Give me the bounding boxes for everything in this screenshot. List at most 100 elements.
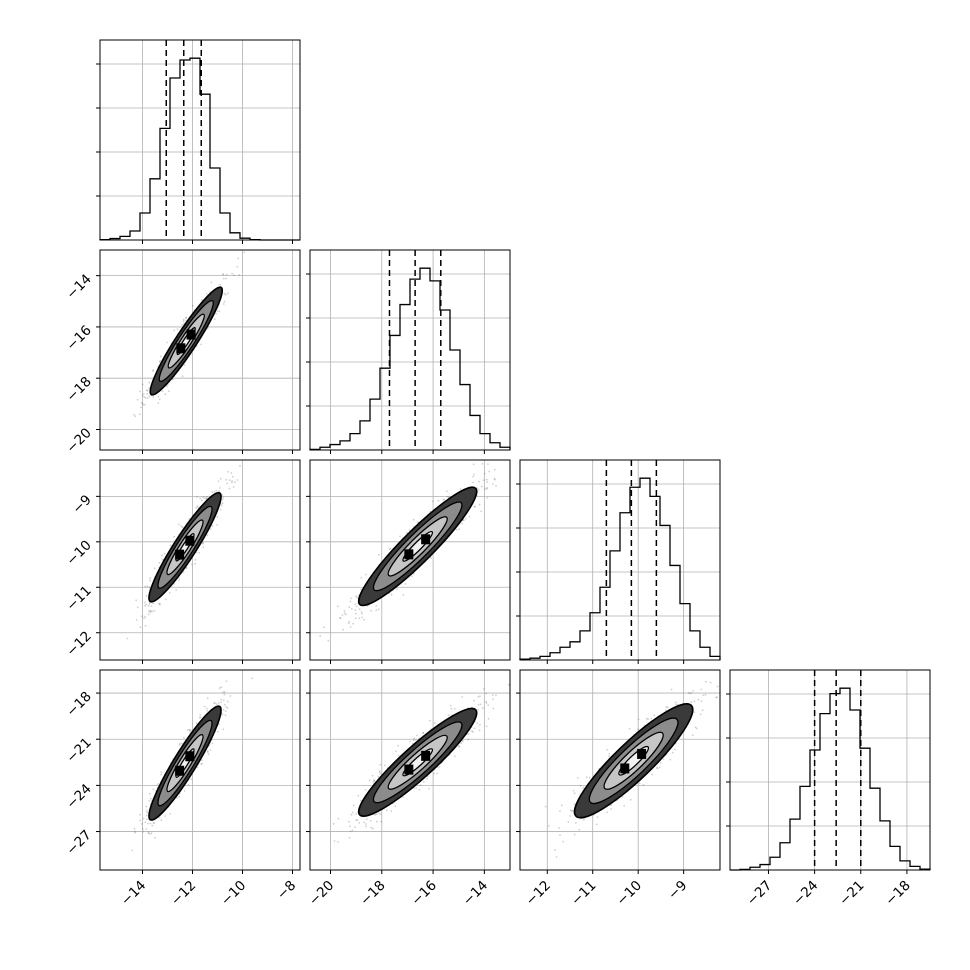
contour-line <box>166 733 204 793</box>
sample-point <box>354 609 357 611</box>
sample-point <box>159 355 162 358</box>
x-tick-label: −12 <box>168 878 199 909</box>
sample-point <box>332 822 335 825</box>
sample-point <box>443 498 446 501</box>
sample-point <box>139 626 142 629</box>
sample-point <box>201 542 204 545</box>
histogram-bin <box>640 478 650 660</box>
sample-point <box>360 799 362 802</box>
sample-point <box>237 257 240 260</box>
sample-point <box>355 612 357 615</box>
sample-point <box>478 480 480 483</box>
sample-point <box>188 728 191 731</box>
sample-point <box>157 395 160 398</box>
histogram-bin <box>360 421 370 450</box>
sample-point <box>446 490 448 492</box>
sample-point <box>187 784 190 786</box>
sample-point <box>148 387 151 390</box>
histogram-step <box>730 687 931 871</box>
sample-point <box>358 608 361 611</box>
x-tick-label: −14 <box>118 878 149 909</box>
histogram-panel-3 <box>726 669 931 871</box>
histogram-step <box>309 267 511 451</box>
sample-point <box>194 562 197 565</box>
x-tick-label: −18 <box>882 878 913 909</box>
sample-point <box>178 744 181 746</box>
sample-point <box>141 394 144 397</box>
sample-point <box>378 553 380 556</box>
sample-point <box>455 528 458 531</box>
sample-point <box>395 750 397 753</box>
panel-frame <box>519 459 721 661</box>
histogram-step <box>519 477 721 660</box>
sample-point <box>695 727 698 730</box>
sample-point <box>146 392 149 395</box>
sample-point <box>485 700 488 703</box>
sample-point <box>354 603 356 606</box>
sample-point <box>219 477 222 480</box>
sample-point <box>145 805 148 808</box>
sample-point <box>158 561 161 564</box>
sample-point <box>140 615 143 618</box>
sample-point <box>548 825 550 827</box>
sample-point <box>149 822 152 825</box>
sample-point <box>209 749 212 751</box>
sample-point <box>349 600 352 603</box>
sample-point <box>355 819 358 821</box>
sample-point <box>477 708 479 711</box>
sample-point <box>379 813 382 815</box>
sample-point <box>222 699 225 702</box>
sample-point <box>492 698 494 701</box>
sample-point <box>396 588 398 591</box>
sample-point <box>239 464 241 467</box>
sample-point <box>146 818 148 821</box>
contour-line <box>148 491 222 603</box>
sample-point <box>472 475 474 478</box>
sample-point <box>402 594 405 596</box>
sample-point <box>152 395 155 398</box>
sample-point <box>481 707 484 710</box>
sample-point <box>371 774 374 777</box>
sample-point <box>350 597 352 600</box>
contour-line <box>357 486 478 607</box>
sample-point <box>222 708 225 711</box>
sample-point <box>200 763 203 765</box>
sample-point <box>487 717 490 720</box>
sample-point <box>200 343 203 346</box>
sample-point <box>422 731 425 734</box>
sample-point <box>221 498 224 501</box>
sample-point <box>179 742 181 745</box>
sample-point <box>354 617 357 620</box>
sample-point <box>135 599 138 602</box>
sample-point <box>236 479 239 481</box>
histogram-bin <box>670 565 680 660</box>
sample-point <box>196 496 198 498</box>
sample-point <box>158 816 161 819</box>
sample-point <box>579 785 582 787</box>
y-tick-label: −27 <box>63 827 94 858</box>
sample-point <box>477 488 480 491</box>
x-tick-label: −20 <box>306 878 337 909</box>
histogram-panel-0 <box>96 39 301 241</box>
sample-point <box>142 393 145 395</box>
scatter-panel-2-3 <box>519 669 721 871</box>
histogram-bin <box>850 710 860 870</box>
sample-point <box>206 496 208 498</box>
sample-point <box>140 401 143 404</box>
sample-point <box>341 614 344 616</box>
sample-point <box>231 480 234 482</box>
sample-point <box>390 593 393 596</box>
sample-point <box>219 283 222 286</box>
sample-point <box>201 762 203 765</box>
sample-point <box>151 824 154 827</box>
sample-point <box>214 702 217 705</box>
contour-line <box>175 748 195 778</box>
sample-point <box>147 604 150 607</box>
histogram-bin <box>400 305 410 450</box>
sample-point <box>491 483 494 485</box>
sample-point <box>360 611 363 613</box>
histogram-bin <box>800 786 810 870</box>
sample-point <box>215 703 218 706</box>
sample-point <box>479 703 482 706</box>
